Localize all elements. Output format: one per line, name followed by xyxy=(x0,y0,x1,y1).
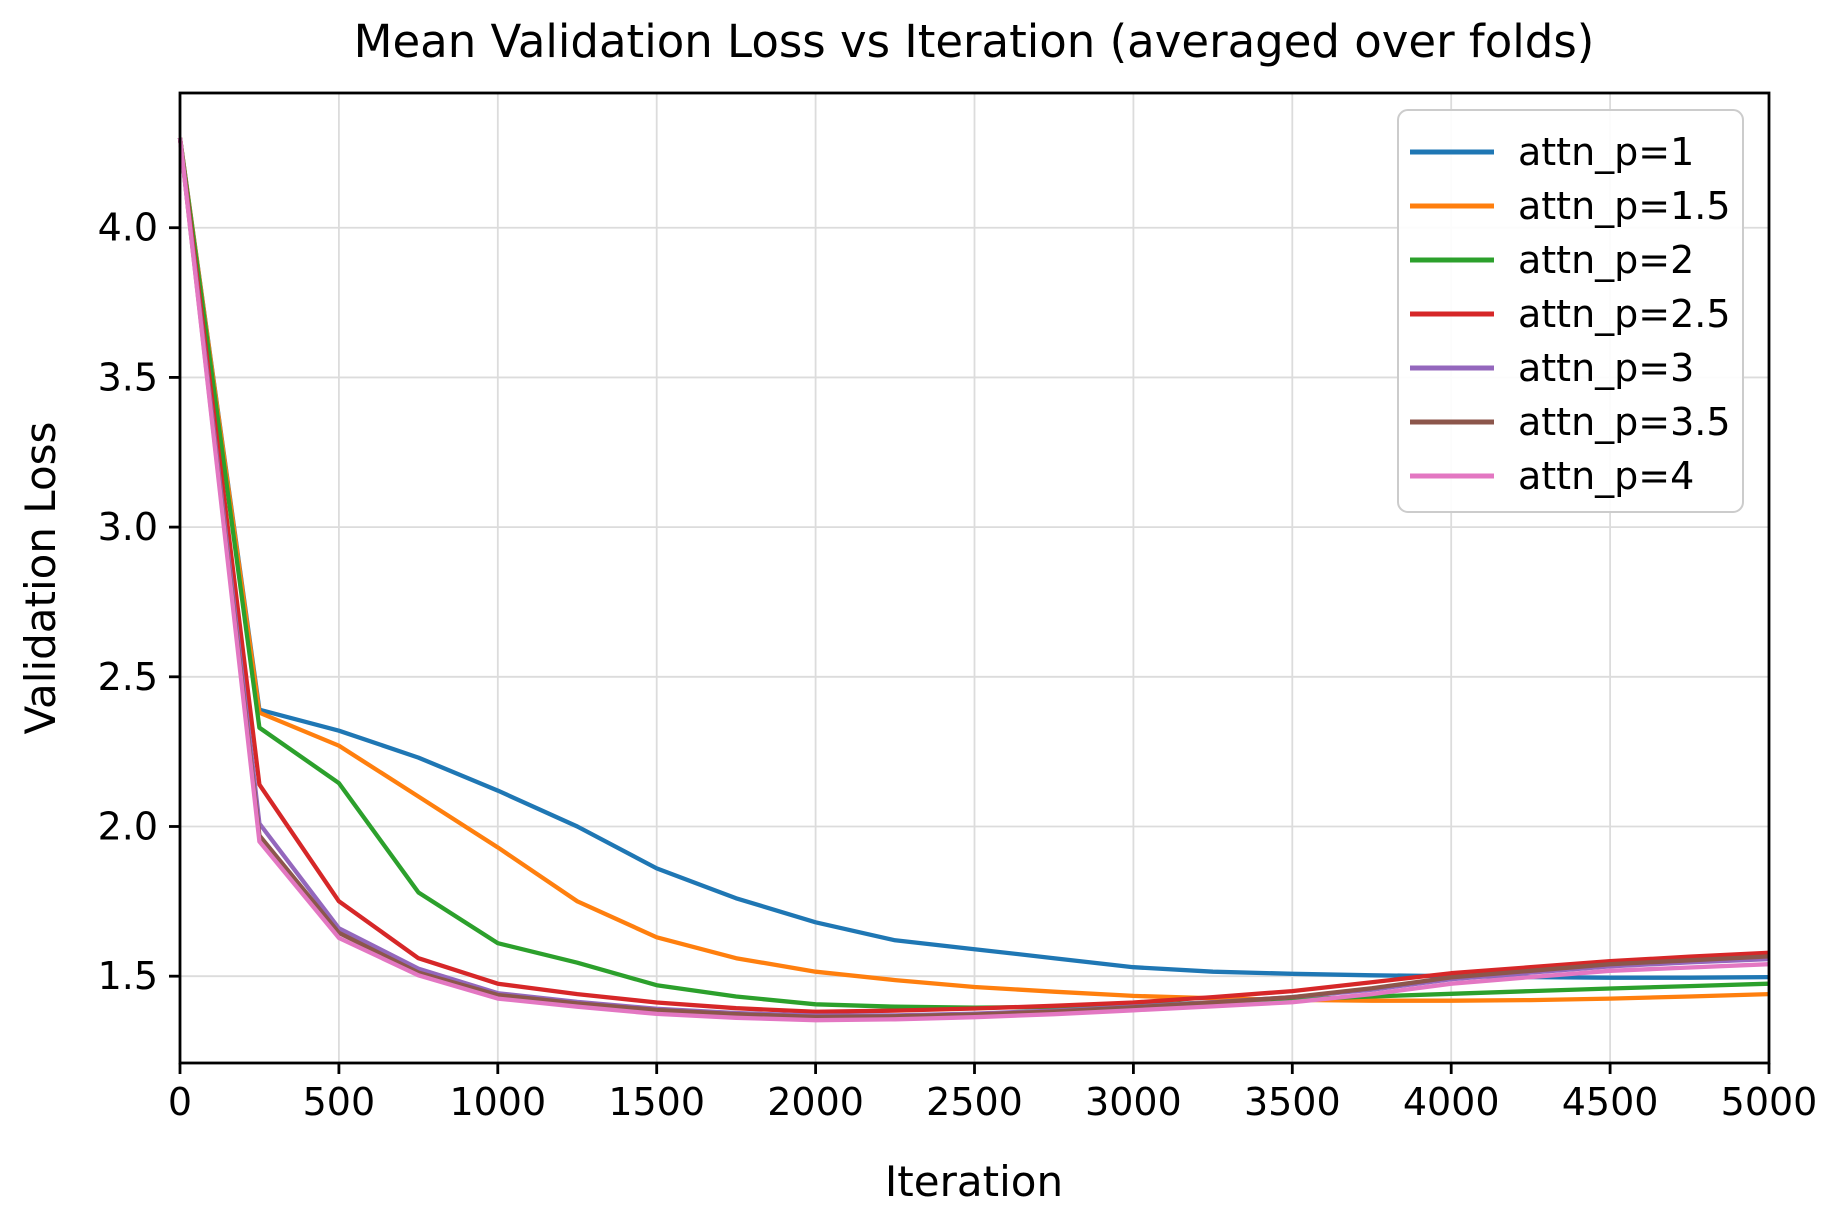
legend-label-attn_p=4: attn_p=4 xyxy=(1518,454,1694,498)
x-tick-label: 2500 xyxy=(926,1080,1023,1124)
axis-ticks: 0 500 1000 1500 2000 2500 3000 3500 4000 4500 5000… xyxy=(98,206,1818,1124)
legend-box xyxy=(1397,109,1744,513)
y-tick-label: 2.0 xyxy=(98,804,158,848)
legend-label-attn_p=2.5: attn_p=2.5 xyxy=(1518,292,1731,336)
series-line-attn_p=1.5 xyxy=(177,137,1770,1003)
x-tick-label: 4000 xyxy=(1403,1080,1500,1124)
x-tick-label: 2000 xyxy=(767,1080,864,1124)
legend-label-attn_p=2: attn_p=2 xyxy=(1518,238,1694,282)
legend: attn_p=1 attn_p=1.5 attn_p=2 attn_p=2.5attn… xyxy=(1397,109,1744,513)
x-tick-label: 4500 xyxy=(1562,1080,1659,1124)
legend-label-attn_p=3.5: attn_p=3.5 xyxy=(1518,400,1731,444)
x-tick-label: 1500 xyxy=(608,1080,705,1124)
series-line-attn_p=4 xyxy=(177,137,1770,1023)
chart-title: Mean Validation Loss vs Iteration (avera… xyxy=(354,15,1595,68)
series-line-attn_p=3.5 xyxy=(177,137,1770,1020)
y-tick-label: 2.5 xyxy=(98,655,158,699)
legend-label-attn_p=3: attn_p=3 xyxy=(1518,346,1694,390)
x-tick-label: 1000 xyxy=(449,1080,546,1124)
x-axis-label: Iteration xyxy=(885,1157,1063,1206)
legend-label-attn_p=1: attn_p=1 xyxy=(1518,130,1694,174)
y-tick-label: 3.0 xyxy=(98,505,158,549)
series-line-attn_p=2.5 xyxy=(177,137,1770,1014)
x-tick-label: 5000 xyxy=(1721,1080,1818,1124)
legend-label-attn_p=1.5: attn_p=1.5 xyxy=(1518,184,1731,228)
x-tick-label: 3500 xyxy=(1244,1080,1341,1124)
x-tick-label: 3000 xyxy=(1085,1080,1182,1124)
x-tick-label: 500 xyxy=(303,1080,376,1124)
y-tick-label: 4.0 xyxy=(98,206,158,250)
series-lines xyxy=(177,137,1770,1023)
y-tick-label: 3.5 xyxy=(98,355,158,399)
y-tick-label: 1.5 xyxy=(98,954,158,998)
x-tick-label: 0 xyxy=(168,1080,192,1124)
y-axis-label: Validation Loss xyxy=(16,422,65,735)
